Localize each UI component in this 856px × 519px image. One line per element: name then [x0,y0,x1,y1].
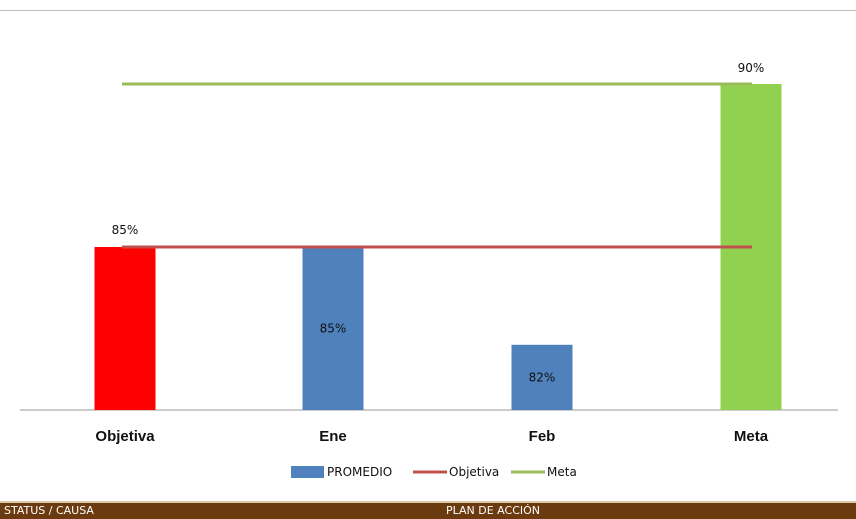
bar-feb [511,344,573,410]
data-label-ene: 85% [320,322,347,336]
top-rule [0,10,856,11]
footer-bar: STATUS / CAUSA PLAN DE ACCIÓN [0,501,856,519]
legend-label-promedio: PROMEDIO [327,465,392,479]
footer-action-plan-label: PLAN DE ACCIÓN [446,504,541,517]
footer-status-label: STATUS / CAUSA [4,504,94,517]
tick-label-objetiva: Objetiva [95,428,155,445]
bar-ene [302,247,364,410]
bar-objetiva [94,247,156,410]
data-label-feb: 82% [529,370,556,384]
data-label-objetiva: 85% [112,223,139,237]
legend-label-objetiva: Objetiva [449,465,499,479]
tick-label-meta: Meta [734,428,769,445]
tick-label-ene: Ene [319,428,347,445]
data-label-meta: 90% [738,61,765,75]
legend: PROMEDIO Objetiva Meta [291,465,577,479]
legend-label-meta: Meta [547,465,577,479]
legend-swatch-promedio [291,466,324,478]
tick-label-feb: Feb [529,428,556,445]
bar-chart: 85% 85% 82% 90% Objetiva Ene Feb Meta PROMEDIO Ob… [20,61,838,479]
